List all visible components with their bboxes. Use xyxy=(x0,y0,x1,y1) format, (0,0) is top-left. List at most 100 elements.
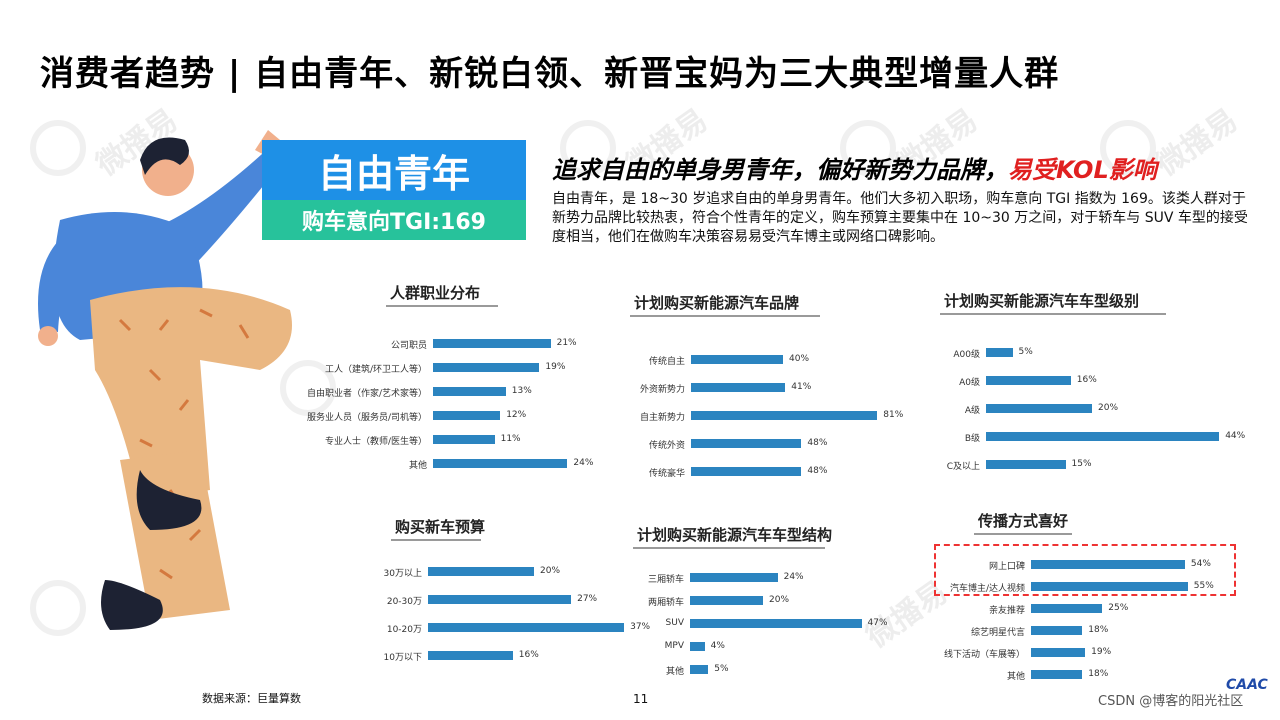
bar xyxy=(1031,648,1086,657)
bar xyxy=(690,642,705,651)
category-label: 汽车博主/达人视频 xyxy=(949,584,1025,594)
bar xyxy=(428,651,513,660)
watermark-logo-icon xyxy=(1100,120,1156,176)
category-label: 网上口碑 xyxy=(988,562,1025,572)
value-label: 81% xyxy=(883,410,904,420)
persona-headline: 追求自由的单身男青年，偏好新势力品牌，易受KOL影响 xyxy=(552,150,1157,185)
bar xyxy=(986,432,1220,441)
category-label: 两厢轿车 xyxy=(647,598,684,608)
category-label: 专业人士（教师/医生等） xyxy=(324,437,427,447)
category-label: 其他 xyxy=(408,461,427,471)
watermark-logo-icon xyxy=(30,120,86,176)
category-label: 亲友推荐 xyxy=(988,606,1025,616)
bar xyxy=(433,411,501,420)
persona-name-badge: 自由青年 xyxy=(262,140,526,200)
category-label: 外资新势力 xyxy=(639,385,685,395)
bar xyxy=(428,595,572,604)
bar xyxy=(428,623,625,632)
watermark-logo-icon xyxy=(30,580,86,636)
value-label: 18% xyxy=(1088,669,1109,679)
chart-title: 人群职业分布 xyxy=(390,284,481,302)
value-label: 44% xyxy=(1225,431,1246,441)
person-illustration-icon xyxy=(38,130,292,630)
chart-title: 计划购买新能源汽车品牌 xyxy=(634,294,800,312)
value-label: 5% xyxy=(1018,347,1033,357)
bar xyxy=(986,348,1013,357)
value-label: 21% xyxy=(556,338,577,348)
bar xyxy=(1031,582,1188,591)
value-label: 13% xyxy=(511,386,532,396)
bar xyxy=(690,573,778,582)
value-label: 16% xyxy=(1076,375,1097,385)
category-label: 30万以上 xyxy=(383,569,422,579)
chart-title: 计划购买新能源汽车车型级别 xyxy=(944,292,1140,310)
value-label: 47% xyxy=(867,618,888,628)
value-label: 48% xyxy=(807,438,828,448)
bar xyxy=(691,411,878,420)
value-label: 11% xyxy=(500,434,521,444)
page-title: 消费者趋势 | 自由青年、新锐白领、新晋宝妈为三大典型增量人群 xyxy=(40,54,1060,94)
bar xyxy=(428,567,534,576)
bar xyxy=(1031,626,1083,635)
value-label: 27% xyxy=(577,594,598,604)
chart-title-underline xyxy=(633,547,825,549)
chart-title-underline xyxy=(940,313,1166,315)
category-label: 传统外资 xyxy=(648,441,685,451)
value-label: 55% xyxy=(1193,581,1214,591)
bar xyxy=(690,596,763,605)
data-source: 数据来源：巨量算数 xyxy=(202,692,301,705)
category-label: 其他 xyxy=(665,667,684,677)
category-label: 自主新势力 xyxy=(639,413,685,423)
bar xyxy=(690,619,862,628)
value-label: 19% xyxy=(1091,647,1112,657)
value-label: 19% xyxy=(545,362,566,372)
category-label: B级 xyxy=(964,434,980,444)
value-label: 48% xyxy=(807,466,828,476)
persona-tgi-badge: 购车意向TGI:169 xyxy=(262,200,526,240)
category-label: 三厢轿车 xyxy=(647,575,684,585)
chart-title-underline xyxy=(630,315,820,317)
category-label: 10-20万 xyxy=(386,625,422,635)
bar xyxy=(986,376,1071,385)
category-label: SUV xyxy=(665,618,684,628)
credit-text: CSDN @博客的阳光社区 xyxy=(1098,694,1244,709)
category-label: 工人（建筑/环卫工人等） xyxy=(324,365,427,375)
bar xyxy=(433,435,495,444)
watermark-text: 微播易 xyxy=(1150,102,1244,184)
page-number: 11 xyxy=(633,692,649,706)
chart-title-underline xyxy=(391,539,481,541)
value-label: 37% xyxy=(630,622,651,632)
bar xyxy=(691,383,786,392)
headline-main: 追求自由的单身男青年，偏好新势力品牌， xyxy=(552,156,1008,184)
category-label: A0级 xyxy=(959,378,980,388)
value-label: 15% xyxy=(1071,459,1092,469)
bar xyxy=(1031,560,1185,569)
bar xyxy=(691,355,783,364)
watermark-logo-icon xyxy=(280,360,336,416)
value-label: 20% xyxy=(769,595,790,605)
bar xyxy=(691,467,802,476)
category-label: 20-30万 xyxy=(386,597,422,607)
value-label: 4% xyxy=(710,641,725,651)
bar xyxy=(1031,604,1103,613)
category-label: 其他 xyxy=(1006,672,1025,682)
value-label: 40% xyxy=(789,354,810,364)
chart-title: 计划购买新能源汽车车型结构 xyxy=(637,526,833,544)
headline-highlight: 易受KOL影响 xyxy=(1008,156,1157,184)
value-label: 24% xyxy=(783,572,804,582)
chart-title: 传播方式喜好 xyxy=(978,512,1069,530)
watermark-logo-icon xyxy=(560,120,616,176)
category-label: A00级 xyxy=(953,350,980,360)
value-label: 5% xyxy=(714,664,729,674)
value-label: 25% xyxy=(1108,603,1129,613)
value-label: 20% xyxy=(540,566,561,576)
bar xyxy=(691,439,802,448)
bar xyxy=(1031,670,1083,679)
chart-title: 购买新车预算 xyxy=(395,518,486,536)
value-label: 16% xyxy=(518,650,539,660)
highlight-box xyxy=(934,544,1236,596)
value-label: 18% xyxy=(1088,625,1109,635)
chart-title-underline xyxy=(386,305,498,307)
category-label: C及以上 xyxy=(946,462,980,472)
category-label: 公司职员 xyxy=(390,341,427,351)
